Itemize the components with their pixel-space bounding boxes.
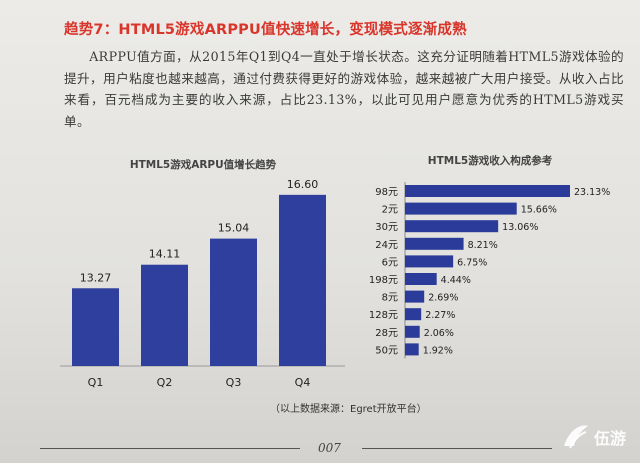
revenue-category-label: 28元	[375, 328, 398, 339]
arpu-chart: 13.27 Q1 14.11 Q2 15.04 Q3 16.60 Q4	[60, 178, 345, 389]
revenue-value-label: 2.27%	[425, 310, 455, 321]
arpu-category-label: Q2	[157, 376, 173, 389]
watermark-text: 伍游	[593, 429, 626, 448]
revenue-bar	[405, 343, 419, 356]
arpu-category-label: Q3	[226, 376, 242, 389]
revenue-category-label: 50元	[375, 345, 398, 356]
revenue-category-label: 128元	[369, 310, 398, 321]
revenue-bar	[405, 220, 499, 233]
revenue-bar	[405, 237, 464, 250]
revenue-value-label: 1.92%	[423, 345, 453, 356]
arpu-value-label: 16.60	[287, 178, 319, 191]
revenue-bar	[405, 273, 437, 285]
page-rule-left	[40, 448, 300, 449]
revenue-category-label: 24元	[375, 240, 398, 251]
revenue-value-label: 23.13%	[574, 187, 610, 198]
arpu-category-label: Q4	[295, 376, 311, 389]
revenue-chart-title: HTML5游戏收入构成参考	[428, 154, 553, 167]
arpu-value-label: 14.11	[149, 248, 181, 261]
revenue-category-label: 198元	[369, 275, 398, 286]
revenue-value-label: 15.66%	[521, 205, 557, 216]
revenue-value-label: 6.75%	[457, 257, 487, 268]
watermark-logo: 伍游	[564, 425, 626, 449]
arpu-category-label: Q1	[88, 376, 104, 389]
arpu-bar	[72, 288, 119, 366]
body-paragraph: ARPPU值方面，从2015年Q1到Q4一直处于增长状态。这充分证明随着HTML…	[64, 49, 624, 129]
data-source-note: （以上数据来源：Egret开放平台）	[270, 404, 427, 415]
revenue-chart: 98元 23.13% 2元 15.66% 30元 13.06% 24元 8.21% 6元 6.75…	[369, 182, 610, 359]
arpu-value-label: 15.04	[218, 222, 250, 235]
revenue-bar	[405, 308, 422, 321]
page-number: 007	[318, 441, 341, 455]
revenue-category-label: 8元	[382, 293, 398, 304]
revenue-value-label: 8.21%	[468, 240, 498, 251]
revenue-bar	[405, 255, 454, 268]
revenue-category-label: 30元	[375, 222, 398, 233]
revenue-value-label: 13.06%	[502, 222, 538, 233]
revenue-value-label: 4.44%	[441, 275, 471, 286]
revenue-bar	[405, 202, 517, 215]
revenue-category-label: 6元	[382, 257, 398, 268]
arpu-bar	[141, 264, 188, 366]
page-rule-right	[362, 448, 552, 449]
revenue-bar	[405, 185, 570, 197]
revenue-value-label: 2.06%	[424, 328, 454, 339]
revenue-value-label: 2.69%	[428, 293, 458, 304]
revenue-bar	[405, 325, 420, 338]
arpu-bar	[210, 238, 257, 366]
arpu-chart-title: HTML5游戏ARPU值增长趋势	[130, 158, 277, 171]
arpu-value-label: 13.27	[80, 271, 112, 284]
revenue-category-label: 98元	[375, 187, 398, 198]
section-heading: 趋势7：HTML5游戏ARPPU值快速增长，变现模式逐渐成熟	[64, 22, 467, 38]
arpu-bar	[279, 194, 326, 366]
revenue-category-label: 2元	[382, 205, 398, 216]
revenue-bar	[405, 290, 425, 303]
